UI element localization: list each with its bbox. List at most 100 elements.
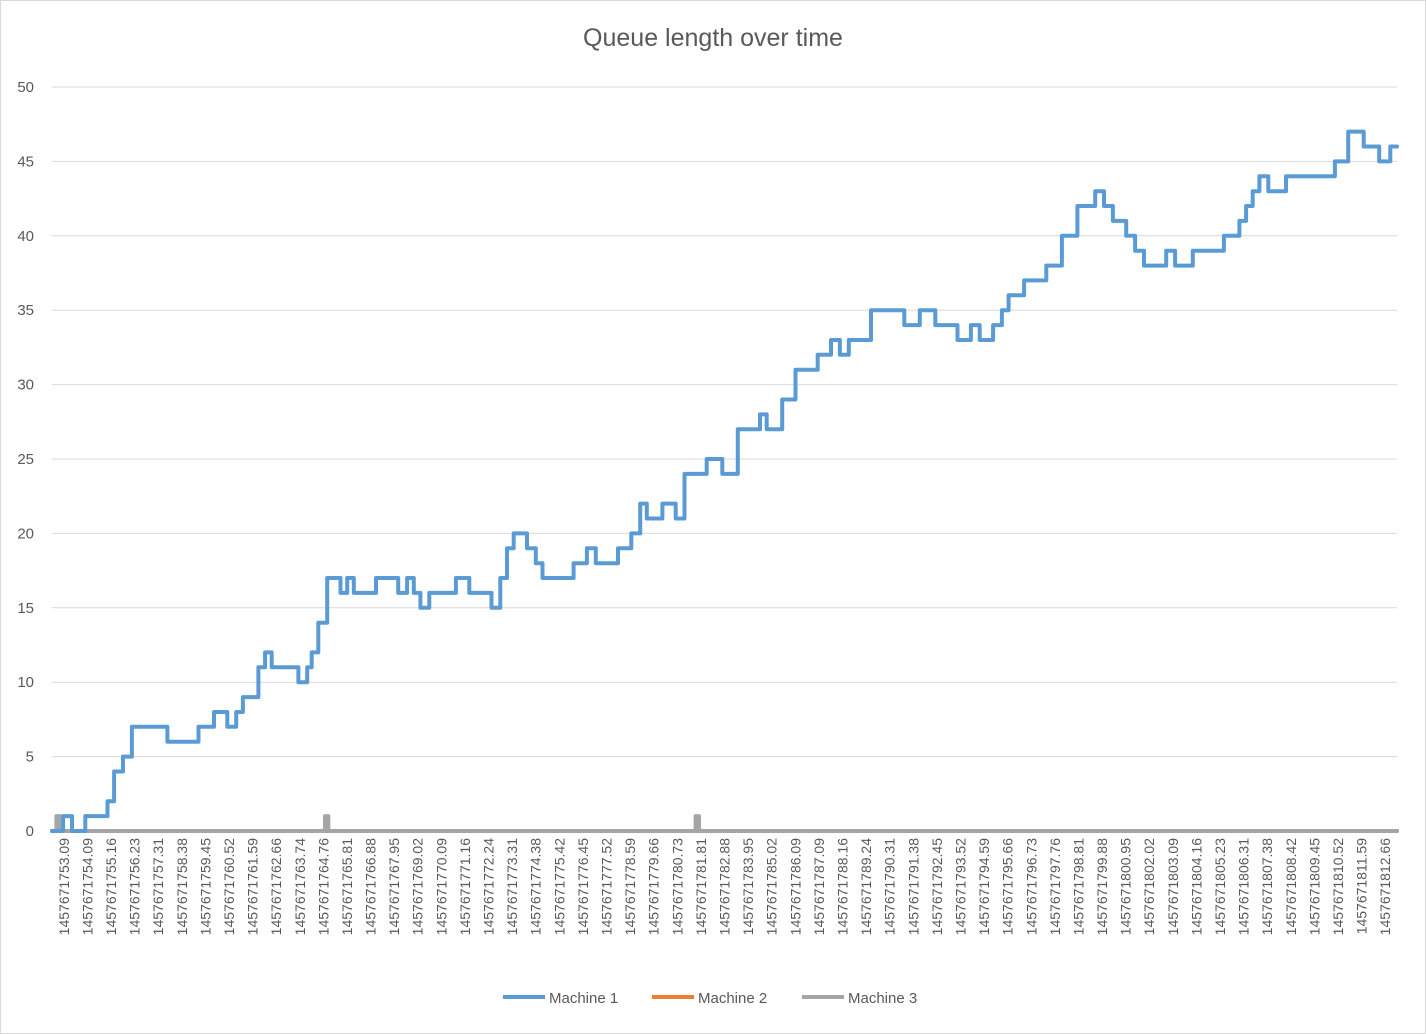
x-tick: 1457671797.76 (1047, 838, 1063, 936)
x-tick: 1457671808.42 (1283, 838, 1299, 936)
x-tick: 1457671799.88 (1094, 838, 1110, 936)
x-tick-label: 1457671785.02 (764, 838, 780, 936)
x-tick: 1457671767.95 (386, 838, 402, 936)
x-tick-label: 1457671771.16 (457, 838, 473, 936)
x-tick-label: 1457671758.38 (174, 838, 190, 936)
legend-item-3[interactable]: Machine 3 (802, 990, 917, 1007)
y-tick-label: 50 (17, 79, 34, 96)
legend[interactable]: Machine 1 Machine 2 Machine 3 (503, 990, 917, 1007)
x-tick: 1457671778.59 (622, 838, 638, 936)
series-lines (50, 129, 1399, 833)
y-tick-label: 5 (26, 749, 34, 766)
x-tick: 1457671770.09 (433, 838, 449, 936)
legend-item-1[interactable]: Machine 1 (503, 990, 618, 1007)
x-tick-label: 1457671798.81 (1070, 838, 1086, 936)
y-axis-ticks: 0 5 10 15 20 25 30 35 40 45 50 (17, 79, 34, 840)
x-tick-label: 1457671806.31 (1236, 838, 1252, 936)
x-tick: 1457671806.31 (1236, 838, 1252, 936)
x-tick-label: 1457671765.81 (339, 838, 355, 936)
x-tick: 1457671776.45 (575, 838, 591, 936)
legend-item-2[interactable]: Machine 2 (652, 990, 767, 1007)
x-tick-label: 1457671766.88 (363, 838, 379, 936)
x-tick-label: 1457671775.42 (551, 838, 567, 936)
x-tick: 1457671772.24 (481, 838, 497, 936)
x-tick-label: 1457671776.45 (575, 838, 591, 936)
x-tick: 1457671753.09 (56, 838, 72, 936)
x-tick-label: 1457671755.16 (103, 838, 119, 936)
x-tick-label: 1457671773.31 (504, 838, 520, 936)
x-tick-label: 1457671786.09 (787, 838, 803, 936)
x-tick: 1457671766.88 (363, 838, 379, 936)
x-tick: 1457671771.16 (457, 838, 473, 936)
series-line-1 (50, 129, 1399, 833)
x-tick-label: 1457671753.09 (56, 838, 72, 936)
x-tick: 1457671769.02 (410, 838, 426, 936)
x-tick-label: 1457671759.45 (197, 838, 213, 936)
x-tick-label: 1457671811.59 (1354, 838, 1370, 934)
x-tick-label: 1457671812.66 (1377, 838, 1393, 936)
x-tick-label: 1457671756.23 (127, 838, 143, 936)
x-tick: 1457671787.09 (811, 838, 827, 936)
x-tick-label: 1457671757.31 (150, 838, 166, 936)
x-tick-label: 1457671762.66 (268, 838, 284, 936)
x-tick: 1457671765.81 (339, 838, 355, 936)
x-tick-label: 1457671808.42 (1283, 838, 1299, 936)
x-tick: 1457671802.02 (1141, 838, 1157, 936)
y-tick-label: 20 (17, 525, 34, 542)
x-tick-label: 1457671796.73 (1023, 838, 1039, 936)
x-tick-label: 1457671791.38 (905, 838, 921, 936)
x-tick: 1457671803.09 (1165, 838, 1181, 936)
x-tick: 1457671794.59 (976, 838, 992, 936)
x-tick: 1457671779.66 (646, 838, 662, 936)
x-tick-label: 1457671792.45 (929, 838, 945, 936)
x-tick-label: 1457671774.38 (528, 838, 544, 936)
x-tick: 1457671804.16 (1188, 838, 1204, 936)
x-tick: 1457671788.16 (834, 838, 850, 936)
x-tick: 1457671805.23 (1212, 838, 1228, 936)
x-tick: 1457671791.38 (905, 838, 921, 936)
x-tick: 1457671780.73 (669, 838, 685, 936)
x-tick: 1457671810.52 (1330, 838, 1346, 936)
x-tick: 1457671763.74 (292, 838, 308, 936)
y-tick-label: 30 (17, 377, 34, 394)
x-tick: 1457671755.16 (103, 838, 119, 936)
x-tick: 1457671759.45 (197, 838, 213, 936)
y-tick-label: 35 (17, 302, 34, 319)
x-tick: 1457671782.88 (717, 838, 733, 936)
x-tick: 1457671754.09 (79, 838, 95, 936)
x-tick: 1457671760.52 (221, 838, 237, 936)
x-tick: 1457671796.73 (1023, 838, 1039, 936)
x-tick-label: 1457671807.38 (1259, 838, 1275, 936)
x-tick: 1457671789.24 (858, 838, 874, 936)
y-tick-label: 10 (17, 674, 34, 691)
x-tick-label: 1457671800.95 (1118, 838, 1134, 936)
x-tick: 1457671773.31 (504, 838, 520, 936)
x-tick: 1457671764.76 (315, 838, 331, 936)
x-tick: 1457671790.31 (882, 838, 898, 936)
x-tick: 1457671756.23 (127, 838, 143, 936)
x-tick: 1457671792.45 (929, 838, 945, 936)
x-tick: 1457671812.66 (1377, 838, 1393, 936)
x-tick: 1457671809.45 (1306, 838, 1322, 936)
x-tick-label: 1457671794.59 (976, 838, 992, 936)
x-tick-label: 1457671802.02 (1141, 838, 1157, 936)
x-tick-label: 1457671778.59 (622, 838, 638, 936)
x-tick-label: 1457671805.23 (1212, 838, 1228, 936)
x-tick-label: 1457671770.09 (433, 838, 449, 936)
y-tick-label: 45 (17, 153, 34, 170)
x-tick-label: 1457671795.66 (1000, 838, 1016, 936)
x-tick: 1457671800.95 (1118, 838, 1134, 936)
x-tick-label: 1457671769.02 (410, 838, 426, 936)
x-tick: 1457671775.42 (551, 838, 567, 936)
x-tick-label: 1457671783.95 (740, 838, 756, 936)
grid-lines (52, 86, 1397, 832)
x-tick: 1457671795.66 (1000, 838, 1016, 936)
x-tick: 1457671798.81 (1070, 838, 1086, 936)
y-tick-label: 15 (17, 600, 34, 617)
y-tick-label: 40 (17, 228, 34, 245)
x-tick-label: 1457671767.95 (386, 838, 402, 936)
y-tick-label: 0 (26, 823, 34, 840)
legend-label: Machine 2 (698, 990, 767, 1007)
